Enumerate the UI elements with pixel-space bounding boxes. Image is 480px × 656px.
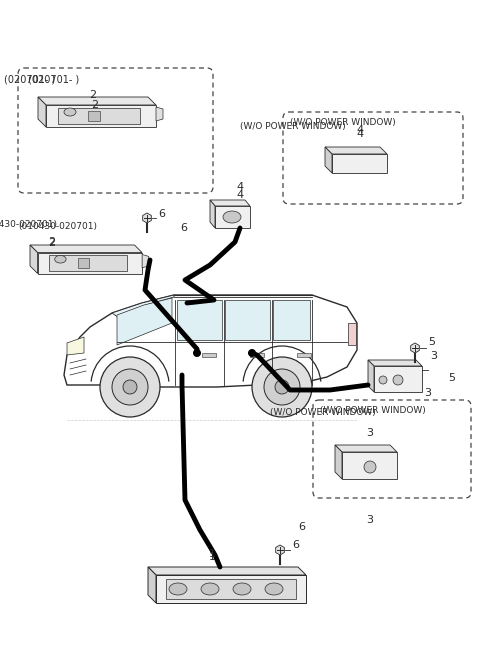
Circle shape — [264, 369, 300, 405]
Polygon shape — [49, 255, 127, 271]
Text: (W/O POWER WINDOW): (W/O POWER WINDOW) — [270, 407, 376, 417]
Bar — [202, 353, 216, 357]
Polygon shape — [177, 300, 222, 340]
Circle shape — [252, 357, 312, 417]
Polygon shape — [156, 575, 306, 603]
Polygon shape — [117, 298, 172, 345]
Text: 2: 2 — [48, 237, 56, 247]
Text: 3: 3 — [367, 428, 373, 438]
Polygon shape — [38, 97, 46, 127]
Polygon shape — [374, 366, 422, 392]
Polygon shape — [37, 253, 142, 274]
Polygon shape — [30, 245, 37, 274]
Polygon shape — [67, 337, 84, 355]
Polygon shape — [325, 147, 332, 173]
Text: 6: 6 — [299, 522, 305, 532]
Polygon shape — [335, 445, 342, 479]
Bar — [250, 353, 264, 357]
Circle shape — [100, 357, 160, 417]
Text: (010430-020701): (010430-020701) — [18, 222, 97, 231]
Text: 4: 4 — [237, 190, 243, 200]
Text: 2: 2 — [89, 90, 96, 100]
Text: 2: 2 — [91, 100, 98, 110]
Polygon shape — [166, 579, 296, 599]
Circle shape — [248, 349, 256, 357]
Ellipse shape — [64, 108, 76, 116]
Text: 3: 3 — [430, 351, 437, 361]
Circle shape — [193, 349, 201, 357]
Text: 1: 1 — [208, 552, 216, 562]
Polygon shape — [30, 245, 142, 253]
Text: (W/O POWER WINDOW): (W/O POWER WINDOW) — [320, 406, 426, 415]
Polygon shape — [342, 452, 397, 479]
Polygon shape — [210, 200, 250, 206]
Text: 4: 4 — [237, 182, 243, 192]
Text: (020701- ): (020701- ) — [28, 74, 79, 84]
Polygon shape — [225, 300, 270, 340]
Circle shape — [275, 380, 289, 394]
Polygon shape — [156, 107, 163, 121]
Ellipse shape — [233, 583, 251, 595]
Circle shape — [379, 376, 387, 384]
Ellipse shape — [201, 583, 219, 595]
Bar — [297, 353, 311, 357]
Text: 6: 6 — [158, 209, 165, 219]
Text: (010430-020701): (010430-020701) — [0, 220, 58, 228]
Polygon shape — [332, 154, 387, 173]
Polygon shape — [46, 105, 156, 127]
Text: 5: 5 — [428, 337, 435, 347]
Polygon shape — [77, 258, 89, 268]
Circle shape — [123, 380, 137, 394]
Text: 4: 4 — [357, 125, 363, 135]
Ellipse shape — [265, 583, 283, 595]
Text: 5: 5 — [448, 373, 456, 383]
Polygon shape — [368, 360, 374, 392]
Polygon shape — [325, 147, 387, 154]
Text: 3: 3 — [424, 388, 432, 398]
Circle shape — [112, 369, 148, 405]
Ellipse shape — [55, 255, 66, 263]
Polygon shape — [335, 445, 397, 452]
Polygon shape — [88, 111, 100, 121]
Text: (W/O POWER WINDOW): (W/O POWER WINDOW) — [240, 123, 346, 131]
Polygon shape — [148, 567, 306, 575]
Ellipse shape — [223, 211, 241, 223]
Polygon shape — [273, 300, 310, 340]
Text: 6: 6 — [180, 223, 188, 233]
Text: (W/O POWER WINDOW): (W/O POWER WINDOW) — [290, 118, 396, 127]
Circle shape — [393, 375, 403, 385]
Polygon shape — [38, 97, 156, 105]
Text: 6: 6 — [292, 540, 299, 550]
Circle shape — [364, 461, 376, 473]
Text: 1: 1 — [208, 549, 216, 559]
Polygon shape — [58, 108, 140, 124]
Text: 4: 4 — [357, 129, 363, 139]
Polygon shape — [215, 206, 250, 228]
Text: 2: 2 — [48, 238, 56, 248]
Text: 3: 3 — [367, 515, 373, 525]
Polygon shape — [112, 295, 174, 320]
Polygon shape — [148, 567, 156, 603]
Polygon shape — [210, 200, 215, 228]
Polygon shape — [64, 295, 357, 387]
Polygon shape — [348, 323, 356, 345]
Text: (020701- ): (020701- ) — [4, 75, 56, 85]
Ellipse shape — [169, 583, 187, 595]
Polygon shape — [368, 360, 422, 366]
Polygon shape — [142, 255, 149, 268]
